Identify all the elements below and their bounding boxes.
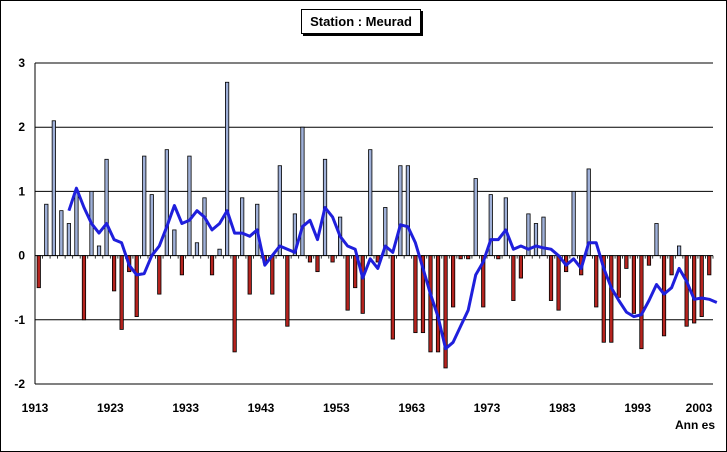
bar xyxy=(631,255,636,314)
bar-series xyxy=(36,81,712,369)
bar xyxy=(699,255,704,317)
bar xyxy=(36,255,41,289)
x-tick-label: 1963 xyxy=(398,401,425,415)
x-tick-label: 1913 xyxy=(22,401,49,415)
bar xyxy=(511,255,516,301)
moving-average-line xyxy=(67,186,718,351)
bar xyxy=(217,248,222,256)
bar xyxy=(187,155,192,256)
bar xyxy=(81,255,87,321)
bar xyxy=(285,255,290,327)
bar xyxy=(692,255,697,324)
bar xyxy=(270,255,275,295)
x-tick-label: 1953 xyxy=(323,401,350,415)
bar xyxy=(360,255,365,314)
bar xyxy=(654,223,659,256)
y-tick-label: -1 xyxy=(14,313,25,327)
y-tick-label: 1 xyxy=(18,184,25,198)
bar xyxy=(134,255,139,317)
bar xyxy=(225,81,230,256)
bar xyxy=(179,255,184,276)
bar xyxy=(390,255,395,340)
y-tick-label: 2 xyxy=(18,120,25,134)
bar xyxy=(172,229,177,256)
bar xyxy=(639,255,644,350)
bar xyxy=(609,255,614,343)
bar xyxy=(473,178,478,256)
bar xyxy=(556,255,561,311)
x-axis-label: Ann es xyxy=(675,418,715,432)
bar xyxy=(345,255,350,311)
bar xyxy=(646,255,652,266)
x-tick-label: 1933 xyxy=(172,401,199,415)
bar xyxy=(330,255,335,263)
bar xyxy=(707,255,712,276)
bar xyxy=(247,255,252,295)
bar xyxy=(548,255,554,301)
bar xyxy=(119,255,124,330)
chart-title: Station : Meurad xyxy=(301,9,421,34)
bar xyxy=(277,165,282,256)
bar xyxy=(44,203,49,257)
bar xyxy=(594,255,599,308)
bar xyxy=(74,190,79,256)
bar xyxy=(112,255,117,292)
gridlines xyxy=(35,62,713,385)
bar xyxy=(443,255,448,369)
bar xyxy=(59,210,64,257)
bar xyxy=(518,255,523,279)
bar xyxy=(142,155,147,256)
bar xyxy=(315,255,320,273)
bar xyxy=(353,255,358,289)
bar xyxy=(51,120,56,257)
x-tick-label: 1943 xyxy=(248,401,275,415)
y-tick-labels: 3 2 1 0 -1 -2 xyxy=(14,56,25,391)
bar xyxy=(541,216,546,257)
bar xyxy=(616,255,621,298)
bar xyxy=(164,149,169,256)
x-tick-labels: 1913 1923 1933 1943 1953 1963 1973 1983 1993 2003 xyxy=(22,401,713,415)
bar xyxy=(503,197,508,257)
bar xyxy=(571,190,576,256)
bar xyxy=(104,158,109,257)
bar xyxy=(300,126,305,256)
bar xyxy=(157,255,162,295)
bar xyxy=(428,255,433,353)
bar xyxy=(533,223,539,256)
y-tick-label: 3 xyxy=(18,56,25,70)
bar xyxy=(451,255,456,308)
x-tick-label: 1973 xyxy=(474,401,501,415)
bar xyxy=(435,255,441,353)
bar xyxy=(232,255,237,353)
bar xyxy=(202,197,207,257)
x-tick-label: 1993 xyxy=(624,401,651,415)
bar xyxy=(96,245,102,257)
bar xyxy=(149,194,154,257)
line-series xyxy=(67,186,718,351)
bar xyxy=(368,149,373,256)
bar xyxy=(240,197,245,257)
y-tick-label: 0 xyxy=(18,249,25,263)
bar xyxy=(307,255,313,263)
bar xyxy=(405,165,410,256)
bar xyxy=(66,223,71,256)
bar xyxy=(398,165,403,256)
bar xyxy=(209,255,215,276)
bar xyxy=(684,255,689,327)
bar xyxy=(669,255,674,276)
x-tick-label: 2003 xyxy=(686,401,713,415)
y-tick-label: -2 xyxy=(14,377,25,391)
x-tick-label: 1923 xyxy=(97,401,124,415)
bar xyxy=(677,245,682,257)
bar xyxy=(413,255,418,334)
bar xyxy=(194,242,200,256)
x-tick-label: 1983 xyxy=(549,401,576,415)
bar xyxy=(661,255,667,337)
bar xyxy=(624,255,629,269)
